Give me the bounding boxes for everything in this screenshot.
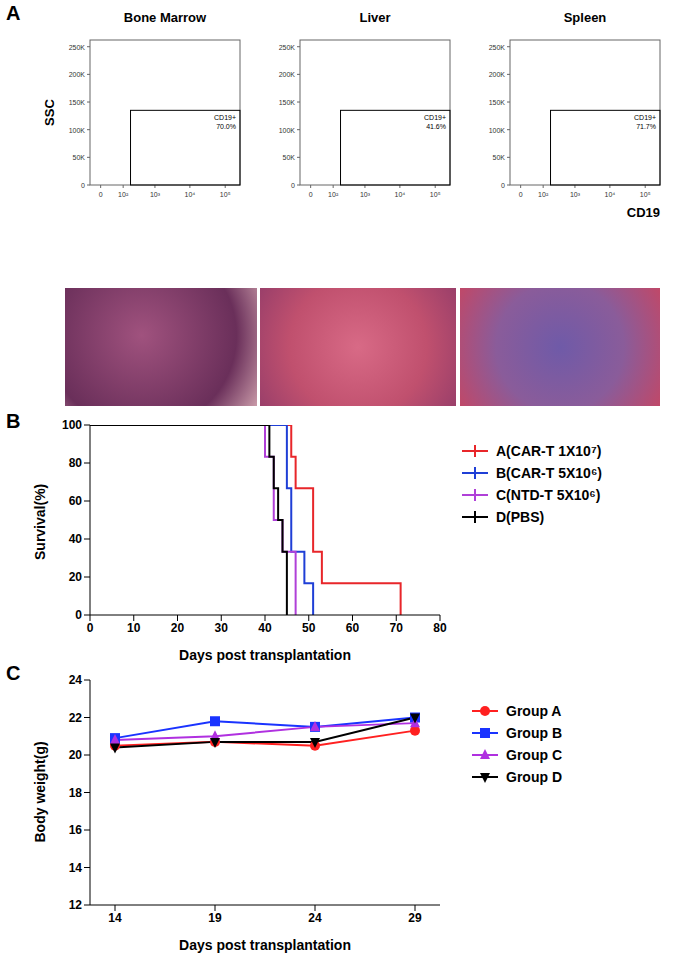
svg-text:250K: 250K: [69, 44, 86, 51]
svg-text:0: 0: [519, 191, 523, 198]
svg-text:0: 0: [309, 191, 313, 198]
svg-text:100K: 100K: [69, 127, 86, 134]
svg-text:10⁵: 10⁵: [640, 191, 651, 198]
svg-text:10²: 10²: [328, 191, 339, 198]
svg-text:10⁴: 10⁴: [604, 191, 615, 198]
svg-text:80: 80: [433, 621, 447, 635]
svg-text:20: 20: [69, 748, 83, 762]
svg-text:10⁴: 10⁴: [184, 191, 195, 198]
svg-text:CD19+: CD19+: [634, 114, 656, 121]
svg-text:Body weight(g): Body weight(g): [32, 741, 48, 842]
svg-text:20: 20: [171, 621, 185, 635]
svg-text:40: 40: [258, 621, 272, 635]
svg-text:80: 80: [69, 456, 83, 470]
svg-text:250K: 250K: [279, 44, 296, 51]
svg-text:Days post transplantation: Days post transplantation: [179, 647, 351, 663]
svg-text:0: 0: [87, 621, 94, 635]
svg-text:10⁵: 10⁵: [220, 191, 231, 198]
html-text:B: B: [6, 410, 21, 432]
svg-text:50K: 50K: [493, 154, 506, 161]
svg-text:16: 16: [69, 823, 83, 837]
html-text:C: C: [6, 662, 21, 684]
svg-text:24: 24: [308, 911, 322, 925]
svg-text:50K: 50K: [73, 154, 86, 161]
svg-text:50K: 50K: [283, 154, 296, 161]
svg-text:14: 14: [108, 911, 122, 925]
svg-text:10⁵: 10⁵: [430, 191, 441, 198]
svg-text:100K: 100K: [489, 127, 506, 134]
html-text:A: A: [6, 2, 21, 24]
html-text:Group B: Group B: [506, 725, 562, 741]
svg-text:100K: 100K: [279, 127, 296, 134]
svg-text:22: 22: [69, 711, 83, 725]
svg-text:70.0%: 70.0%: [216, 123, 236, 130]
svg-text:0: 0: [75, 608, 82, 622]
svg-text:30: 30: [215, 621, 229, 635]
html-text:C(NTD-T 5X10⁶): C(NTD-T 5X10⁶): [496, 487, 601, 503]
svg-text:CD19+: CD19+: [424, 114, 446, 121]
svg-text:Spleen: Spleen: [564, 10, 607, 25]
svg-text:10²: 10²: [118, 191, 129, 198]
svg-text:41.6%: 41.6%: [426, 123, 446, 130]
svg-text:200K: 200K: [69, 71, 86, 78]
html-text:A(CAR-T 1X10⁷): A(CAR-T 1X10⁷): [496, 443, 602, 459]
svg-text:70: 70: [390, 621, 404, 635]
svg-text:71.7%: 71.7%: [636, 123, 656, 130]
svg-text:150K: 150K: [279, 99, 296, 106]
svg-text:10³: 10³: [360, 191, 371, 198]
svg-text:40: 40: [69, 532, 83, 546]
svg-text:19: 19: [208, 911, 222, 925]
svg-text:60: 60: [69, 494, 83, 508]
svg-text:10³: 10³: [150, 191, 161, 198]
svg-text:10⁴: 10⁴: [394, 191, 405, 198]
svg-text:Liver: Liver: [359, 10, 390, 25]
svg-text:0: 0: [501, 182, 505, 189]
svg-text:150K: 150K: [489, 99, 506, 106]
svg-text:20: 20: [69, 570, 83, 584]
svg-text:SSC: SSC: [42, 99, 57, 126]
svg-text:CD19: CD19: [627, 205, 660, 220]
svg-text:12: 12: [69, 898, 83, 912]
svg-text:10³: 10³: [570, 191, 581, 198]
svg-text:100: 100: [62, 418, 82, 432]
svg-text:Survival(%): Survival(%): [32, 484, 48, 560]
svg-text:0: 0: [81, 182, 85, 189]
svg-text:0: 0: [291, 182, 295, 189]
html-text:Group C: Group C: [506, 747, 562, 763]
svg-text:200K: 200K: [279, 71, 296, 78]
html-text:D(PBS): D(PBS): [496, 509, 545, 525]
svg-text:18: 18: [69, 786, 83, 800]
svg-text:0: 0: [99, 191, 103, 198]
html-text:Group A: Group A: [506, 703, 562, 719]
html-text:Group D: Group D: [506, 769, 562, 785]
svg-text:Days post transplantation: Days post transplantation: [179, 937, 351, 953]
svg-text:60: 60: [346, 621, 360, 635]
svg-text:Bone Marrow: Bone Marrow: [124, 10, 207, 25]
svg-text:24: 24: [69, 673, 83, 687]
svg-text:200K: 200K: [489, 71, 506, 78]
svg-text:10: 10: [127, 621, 141, 635]
svg-text:50: 50: [302, 621, 316, 635]
svg-text:10²: 10²: [538, 191, 549, 198]
svg-text:14: 14: [69, 861, 83, 875]
svg-text:29: 29: [408, 911, 422, 925]
svg-text:250K: 250K: [489, 44, 506, 51]
svg-text:150K: 150K: [69, 99, 86, 106]
html-text:B(CAR-T 5X10⁶): B(CAR-T 5X10⁶): [496, 465, 602, 481]
svg-text:CD19+: CD19+: [214, 114, 236, 121]
